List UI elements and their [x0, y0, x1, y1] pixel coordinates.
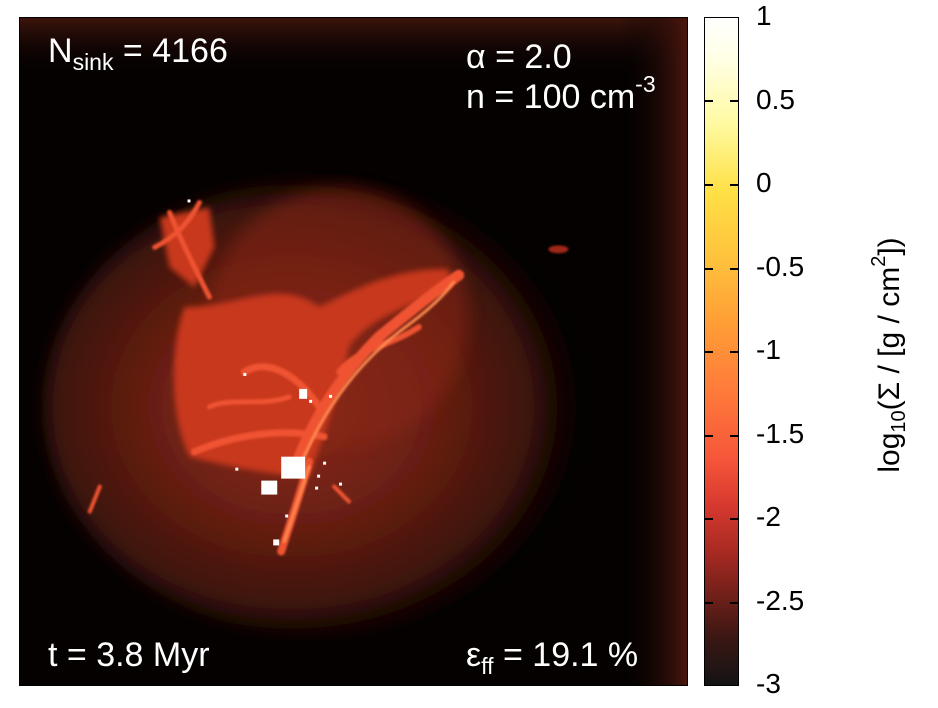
time-label: t = 3.8 Myr [48, 636, 210, 674]
sink-count-label: Nsink = 4166 [48, 32, 228, 74]
colorbar-tick [705, 435, 713, 437]
colorbar-tick [730, 435, 738, 437]
density-label: n = 100 cm-3 [466, 72, 656, 116]
colorbar-tick [730, 602, 738, 604]
colorbar-tick-label: -1 [756, 334, 781, 365]
colorbar-tick [730, 100, 738, 102]
colorbar-tick [705, 184, 713, 186]
colorbar-tick-label: -0.5 [756, 251, 805, 282]
colorbar-tick-label: -3 [756, 668, 781, 699]
gas-surface-density-map [20, 18, 687, 685]
colorbar-tick-label: 0.5 [756, 84, 795, 115]
colorbar-title-suffix: ]) [873, 237, 906, 256]
colorbar-title-prefix: log [873, 432, 906, 473]
colorbar-tick-label: 1 [756, 0, 772, 31]
colorbar-tick [705, 351, 713, 353]
efficiency-label: εff = 19.1 % [466, 636, 639, 678]
alpha-label: α = 2.0 [466, 38, 572, 76]
eff-symbol: ε [466, 636, 482, 674]
colorbar-tick [705, 518, 713, 520]
colorbar-tick [705, 100, 713, 102]
colorbar-title-mid: (Σ / [g / cm [873, 266, 906, 411]
nsink-value: = 4166 [113, 32, 228, 70]
colorbar-tick-label: -2.5 [756, 585, 805, 616]
colorbar-title: log10(Σ / [g / cm2]) [868, 237, 910, 473]
colorbar-tick-label: -1.5 [756, 418, 805, 449]
nsink-base: N [48, 32, 73, 70]
eff-subscript: ff [481, 653, 494, 680]
eff-value: = 19.1 % [493, 636, 639, 674]
simulation-image-panel: Nsink = 4166 α = 2.0 n = 100 cm-3 t = 3.… [19, 17, 688, 686]
colorbar-tick [730, 184, 738, 186]
colorbar-tick [730, 351, 738, 353]
colorbar [704, 17, 739, 686]
colorbar-tick [705, 602, 713, 604]
nsink-subscript: sink [72, 49, 114, 76]
colorbar-tick [705, 268, 713, 270]
colorbar-tick-label: -2 [756, 501, 781, 532]
colorbar-tick-label: 0 [756, 167, 772, 198]
density-text: n = 100 cm [466, 78, 636, 116]
colorbar-tick [730, 268, 738, 270]
colorbar-title-superscript: 2 [868, 255, 890, 267]
colorbar-title-subscript: 10 [888, 410, 910, 433]
colorbar-tick [730, 518, 738, 520]
density-exponent: -3 [635, 70, 656, 97]
